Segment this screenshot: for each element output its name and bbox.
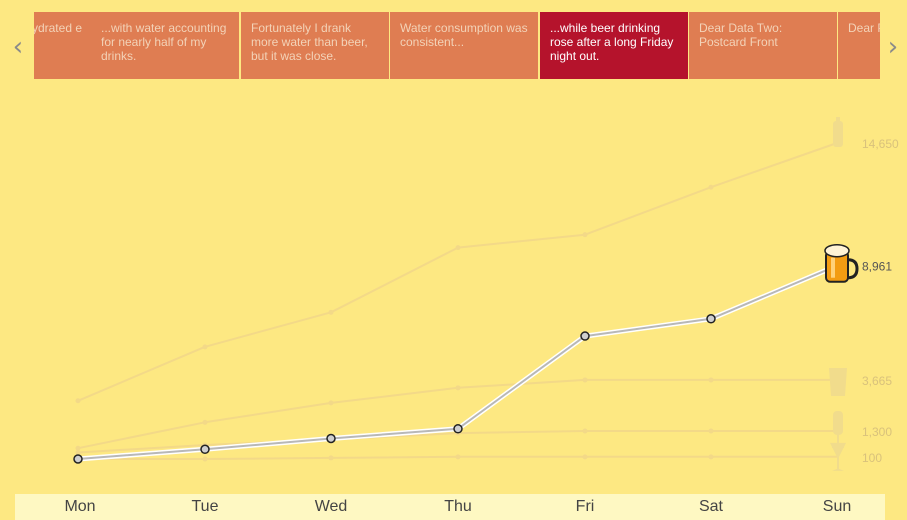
data-point-beer-thu[interactable] — [453, 424, 463, 434]
data-point-liquor-fri[interactable] — [582, 454, 588, 460]
data-point-liquor-thu[interactable] — [455, 454, 461, 460]
water-bottle-icon — [833, 117, 843, 147]
story-card-5[interactable]: ...while beer drinking rose after a long… — [540, 12, 688, 79]
glass-icon — [829, 367, 847, 396]
data-point-beer-fri[interactable] — [580, 331, 590, 341]
story-card-7[interactable]: Dear Postcard — [838, 12, 880, 79]
data-point-water-mon[interactable] — [75, 398, 81, 404]
data-point-wine-sat[interactable] — [708, 428, 714, 434]
data-point-coffee-sat[interactable] — [708, 377, 714, 383]
end-label-water: 14,650 — [862, 137, 899, 151]
x-tick-label: Sun — [822, 498, 852, 515]
x-tick-label: Fri — [575, 498, 595, 515]
data-point-beer-wed[interactable] — [326, 433, 336, 444]
x-tick-label: Thu — [444, 498, 472, 515]
series-line-water[interactable] — [77, 142, 838, 402]
previous-arrow-icon[interactable]: ‹ — [12, 32, 24, 62]
data-point-beer-tue[interactable] — [200, 444, 210, 455]
data-point-liquor-sat[interactable] — [708, 454, 714, 460]
cumulative-drinks-line-chart: 14,650 3,665 1,300 100 8,961 — [73, 117, 899, 471]
beer-mug-icon — [824, 243, 859, 283]
x-tick-label: Tue — [191, 498, 219, 515]
end-label-wine: 1,300 — [862, 425, 892, 439]
data-point-wine-mon[interactable] — [75, 450, 81, 456]
data-point-coffee-thu[interactable] — [455, 385, 461, 391]
data-point-liquor-wed[interactable] — [328, 455, 334, 461]
x-axis-bar: Mon Tue Wed Thu Fri Sat Sun — [15, 494, 885, 520]
story-card-strip: ...dehydrated e...with water accounting … — [34, 12, 880, 79]
data-point-water-fri[interactable] — [582, 232, 588, 238]
x-tick-label: Sat — [698, 498, 723, 515]
data-point-water-thu[interactable] — [455, 245, 461, 251]
end-label-beer: 8,961 — [862, 260, 892, 274]
data-point-coffee-wed[interactable] — [328, 400, 334, 406]
data-point-beer-sat[interactable] — [706, 314, 716, 324]
story-card-6[interactable]: Dear Data Two: Postcard Front — [689, 12, 837, 79]
shot-glass-icon — [830, 442, 846, 471]
end-label-coffee: 3,665 — [862, 374, 892, 388]
data-point-water-sat[interactable] — [708, 184, 714, 190]
wine-glass-icon — [832, 410, 844, 448]
data-point-water-tue[interactable] — [202, 344, 208, 350]
story-card-2[interactable]: ...with water accounting for nearly half… — [91, 12, 239, 79]
next-arrow-icon[interactable]: › — [887, 32, 899, 62]
story-card-3[interactable]: Fortunately I drank more water than beer… — [241, 12, 389, 79]
data-point-coffee-fri[interactable] — [582, 377, 588, 383]
story-card-4[interactable]: Water consumption was consistent... — [390, 12, 538, 79]
story-card-1[interactable]: ...dehydrated e — [34, 12, 92, 79]
data-point-water-wed[interactable] — [328, 309, 334, 315]
data-point-wine-fri[interactable] — [582, 428, 588, 434]
data-point-coffee-mon[interactable] — [75, 445, 81, 451]
data-point-beer-mon[interactable] — [73, 454, 83, 464]
data-point-coffee-tue[interactable] — [202, 419, 208, 425]
data-point-liquor-tue[interactable] — [202, 456, 208, 462]
end-label-liquor: 100 — [862, 451, 882, 465]
x-tick-label: Wed — [314, 498, 348, 515]
x-tick-label: Mon — [64, 498, 96, 515]
